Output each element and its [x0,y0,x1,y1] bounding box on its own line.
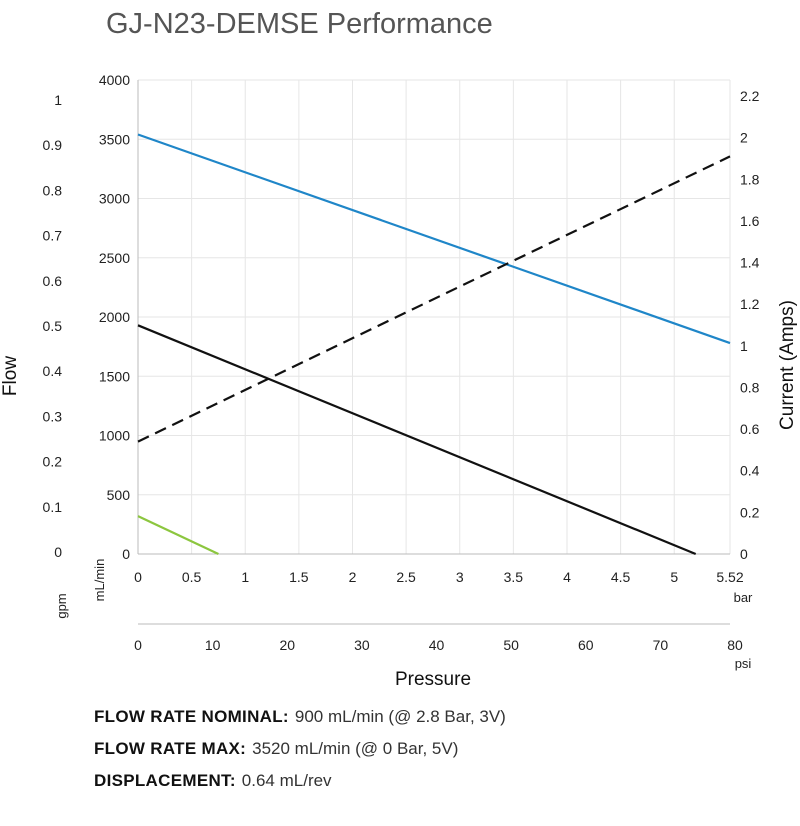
spec-flow-rate-nominal: FLOW RATE NOMINAL: 900 mL/min (@ 2.8 Bar,… [94,707,506,727]
spec-value: 0.64 mL/rev [241,771,332,790]
gpm-tick-label: 0 [54,544,62,560]
mlmin-tick-label: 3500 [99,131,130,147]
mlmin-tick-label: 1000 [99,428,130,444]
current-tick-label: 1.8 [740,171,760,187]
gpm-tick-label: 0.8 [43,182,63,198]
bar-tick-label: 1 [241,569,249,585]
gpm-tick-label: 0.2 [43,454,63,470]
current-tick-label: 2.2 [740,88,760,104]
mlmin-tick-label: 4000 [99,72,130,88]
gpm-tick-label: 0.4 [43,363,63,379]
axes [137,80,730,625]
current-tick-label: 1.4 [740,255,760,271]
gpm-tick-label: 0.5 [43,318,63,334]
mlmin-tick-label: 500 [107,487,131,503]
grid [137,79,731,555]
spec-displacement: DISPLACEMENT: 0.64 mL/rev [94,771,332,791]
psi-unit-label: psi [735,656,752,671]
bar-tick-label: 5.52 [716,569,743,585]
bar-unit-label: bar [734,590,753,605]
mlmin-tick-label: 1500 [99,368,130,384]
spec-value: 3520 mL/min (@ 0 Bar, 5V) [252,739,459,758]
current-tick-label: 0.8 [740,379,760,395]
psi-tick-label: 60 [578,637,594,653]
mlmin-unit-label: mL/min [92,559,107,602]
gpm-tick-label: 0.6 [43,273,63,289]
current-tick-label: 1.6 [740,213,760,229]
psi-tick-label: 40 [429,637,445,653]
spec-label: FLOW RATE MAX: [94,739,247,758]
bar-tick-label: 0.5 [182,569,202,585]
mlmin-tick-label: 2500 [99,250,130,266]
y-right-axis-title: Current (Amps) [777,300,798,430]
psi-tick-label: 0 [134,637,142,653]
current-tick-label: 0.4 [740,463,760,479]
series-line [137,515,219,555]
psi-tick-label: 30 [354,637,370,653]
bar-tick-label: 0 [134,569,142,585]
series-line [137,324,697,556]
psi-tick-label: 80 [727,637,743,653]
bar-tick-label: 2 [349,569,357,585]
y-left-axis-title: Flow [0,356,21,396]
bar-tick-label: 1.5 [289,569,309,585]
psi-tick-label: 50 [503,637,519,653]
mlmin-tick-label: 3000 [99,191,130,207]
series-lines [137,133,731,556]
mlmin-tick-label: 0 [122,546,130,562]
tick-labels: 10.90.80.70.60.50.40.30.20.1040003500300… [0,72,798,690]
current-tick-label: 0.2 [740,504,760,520]
x-axis-title: Pressure [395,669,471,690]
bar-tick-label: 5 [670,569,678,585]
bar-tick-label: 4.5 [611,569,631,585]
mlmin-tick-label: 2000 [99,309,130,325]
series-line [137,155,731,443]
spec-label: DISPLACEMENT: [94,771,236,790]
gpm-tick-label: 0.7 [43,228,63,244]
current-tick-label: 1.2 [740,296,760,312]
gpm-tick-label: 0.9 [43,137,63,153]
current-tick-label: 1 [740,338,748,354]
psi-tick-label: 20 [279,637,295,653]
psi-tick-label: 10 [205,637,221,653]
psi-tick-label: 70 [653,637,669,653]
bar-tick-label: 4 [563,569,571,585]
bar-tick-label: 2.5 [396,569,416,585]
spec-label: FLOW RATE NOMINAL: [94,707,289,726]
gpm-tick-label: 1 [54,92,62,108]
spec-flow-rate-max: FLOW RATE MAX: 3520 mL/min (@ 0 Bar, 5V) [94,739,458,759]
spec-value: 900 mL/min (@ 2.8 Bar, 3V) [294,707,506,726]
gpm-unit-label: gpm [54,593,69,618]
chart-title: GJ-N23-DEMSE Performance [106,8,493,40]
gpm-tick-label: 0.3 [43,408,63,424]
series-line [137,133,731,345]
current-tick-label: 0 [740,546,748,562]
current-tick-label: 2 [740,130,748,146]
bar-tick-label: 3.5 [504,569,524,585]
bar-tick-label: 3 [456,569,464,585]
current-tick-label: 0.6 [740,421,760,437]
gpm-tick-label: 0.1 [43,499,63,515]
performance-chart: 10.90.80.70.60.50.40.30.20.1040003500300… [0,72,798,690]
